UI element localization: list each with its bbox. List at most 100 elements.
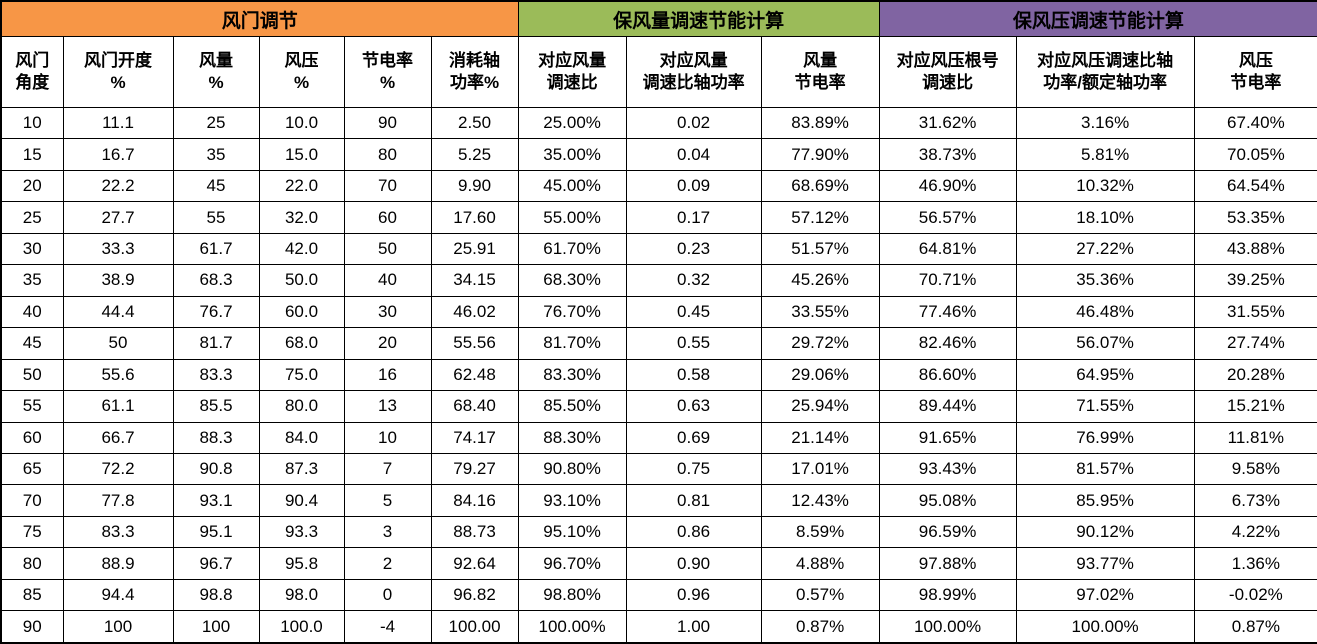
table-cell[interactable]: 2.50 — [430, 106, 519, 140]
table-cell[interactable]: 50 — [343, 232, 432, 266]
table-cell[interactable]: 17.01% — [760, 452, 880, 486]
table-cell[interactable]: 22.2 — [62, 169, 174, 203]
table-cell[interactable]: 85.50% — [517, 390, 627, 423]
table-cell[interactable]: 56.07% — [1015, 327, 1195, 360]
table-cell[interactable]: 88.73 — [430, 515, 519, 549]
table-cell[interactable]: 0.63 — [625, 390, 762, 423]
table-cell[interactable]: 33.3 — [62, 232, 174, 266]
table-cell[interactable]: 39.25% — [1193, 264, 1317, 297]
table-cell[interactable]: 13 — [343, 390, 432, 423]
table-cell[interactable]: 0.90 — [625, 547, 762, 580]
table-cell[interactable]: 93.43% — [878, 452, 1017, 486]
table-cell[interactable]: 88.30% — [517, 421, 627, 454]
table-cell[interactable]: 95.1 — [172, 515, 260, 549]
table-cell[interactable]: 98.80% — [517, 578, 627, 612]
table-cell[interactable]: 65 — [0, 452, 64, 486]
table-cell[interactable]: 29.06% — [760, 358, 880, 392]
table-cell[interactable]: 81.70% — [517, 327, 627, 360]
table-cell[interactable]: 61.7 — [172, 232, 260, 266]
table-cell[interactable]: 55 — [172, 201, 260, 234]
table-cell[interactable]: 84.0 — [258, 421, 345, 454]
table-cell[interactable]: 80 — [343, 138, 432, 171]
table-cell[interactable]: 76.7 — [172, 295, 260, 329]
table-cell[interactable]: 25.91 — [430, 232, 519, 266]
table-cell[interactable]: 34.15 — [430, 264, 519, 297]
table-cell[interactable]: 32.0 — [258, 201, 345, 234]
table-cell[interactable]: 0.86 — [625, 515, 762, 549]
table-cell[interactable]: 83.3 — [172, 358, 260, 392]
table-cell[interactable]: 0.69 — [625, 421, 762, 454]
table-cell[interactable]: 40 — [0, 295, 64, 329]
table-cell[interactable]: 3 — [343, 515, 432, 549]
table-cell[interactable]: 15.0 — [258, 138, 345, 171]
table-cell[interactable]: 30 — [0, 232, 64, 266]
table-cell[interactable]: 0.57% — [760, 578, 880, 612]
table-cell[interactable]: 79.27 — [430, 452, 519, 486]
table-cell[interactable]: 96.59% — [878, 515, 1017, 549]
table-cell[interactable]: 90.4 — [258, 484, 345, 517]
table-cell[interactable]: 18.10% — [1015, 201, 1195, 234]
table-cell[interactable]: 100 — [62, 610, 174, 644]
table-cell[interactable]: 25.94% — [760, 390, 880, 423]
table-cell[interactable]: 27.7 — [62, 201, 174, 234]
table-cell[interactable]: 55 — [0, 390, 64, 423]
table-cell[interactable]: 97.88% — [878, 547, 1017, 580]
table-cell[interactable]: 46.02 — [430, 295, 519, 329]
table-cell[interactable]: 64.54% — [1193, 169, 1317, 203]
table-cell[interactable]: 25 — [172, 106, 260, 140]
table-cell[interactable]: 38.73% — [878, 138, 1017, 171]
table-cell[interactable]: 70 — [343, 169, 432, 203]
table-cell[interactable]: 98.99% — [878, 578, 1017, 612]
table-cell[interactable]: 1.00 — [625, 610, 762, 644]
table-cell[interactable]: 0.02 — [625, 106, 762, 140]
table-cell[interactable]: 50.0 — [258, 264, 345, 297]
table-cell[interactable]: 42.0 — [258, 232, 345, 266]
table-cell[interactable]: 51.57% — [760, 232, 880, 266]
table-cell[interactable]: 68.30% — [517, 264, 627, 297]
table-cell[interactable]: 30 — [343, 295, 432, 329]
table-cell[interactable]: 46.90% — [878, 169, 1017, 203]
table-cell[interactable]: 100 — [172, 610, 260, 644]
table-cell[interactable]: 92.64 — [430, 547, 519, 580]
table-cell[interactable]: 45 — [172, 169, 260, 203]
table-cell[interactable]: -0.02% — [1193, 578, 1317, 612]
table-cell[interactable]: 93.10% — [517, 484, 627, 517]
table-cell[interactable]: 90 — [0, 610, 64, 644]
table-cell[interactable]: 66.7 — [62, 421, 174, 454]
table-cell[interactable]: 35.36% — [1015, 264, 1195, 297]
table-cell[interactable]: 96.7 — [172, 547, 260, 580]
table-cell[interactable]: 68.69% — [760, 169, 880, 203]
table-cell[interactable]: 0.81 — [625, 484, 762, 517]
table-cell[interactable]: 81.57% — [1015, 452, 1195, 486]
table-cell[interactable]: 57.12% — [760, 201, 880, 234]
table-cell[interactable]: 60 — [343, 201, 432, 234]
table-cell[interactable]: 74.17 — [430, 421, 519, 454]
table-cell[interactable]: 31.55% — [1193, 295, 1317, 329]
table-cell[interactable]: 1.36% — [1193, 547, 1317, 580]
table-cell[interactable]: 4.22% — [1193, 515, 1317, 549]
table-cell[interactable]: 0.04 — [625, 138, 762, 171]
table-cell[interactable]: 2 — [343, 547, 432, 580]
table-cell[interactable]: 84.16 — [430, 484, 519, 517]
table-cell[interactable]: 86.60% — [878, 358, 1017, 392]
table-cell[interactable]: 45.26% — [760, 264, 880, 297]
table-cell[interactable]: 97.02% — [1015, 578, 1195, 612]
table-cell[interactable]: 83.30% — [517, 358, 627, 392]
table-cell[interactable]: 90.80% — [517, 452, 627, 486]
table-cell[interactable]: 10 — [343, 421, 432, 454]
table-cell[interactable]: 31.62% — [878, 106, 1017, 140]
table-cell[interactable]: 90.8 — [172, 452, 260, 486]
table-cell[interactable]: 64.95% — [1015, 358, 1195, 392]
table-cell[interactable]: 33.55% — [760, 295, 880, 329]
table-cell[interactable]: 93.3 — [258, 515, 345, 549]
table-cell[interactable]: -4 — [343, 610, 432, 644]
table-cell[interactable]: 10 — [0, 106, 64, 140]
table-cell[interactable]: 81.7 — [172, 327, 260, 360]
table-cell[interactable]: 25 — [0, 201, 64, 234]
table-cell[interactable]: 96.70% — [517, 547, 627, 580]
table-cell[interactable]: 75.0 — [258, 358, 345, 392]
table-cell[interactable]: 89.44% — [878, 390, 1017, 423]
table-cell[interactable]: 98.0 — [258, 578, 345, 612]
table-cell[interactable]: 95.10% — [517, 515, 627, 549]
table-cell[interactable]: 87.3 — [258, 452, 345, 486]
